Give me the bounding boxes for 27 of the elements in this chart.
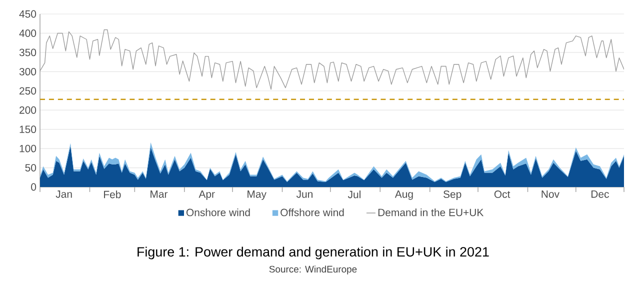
y-tick-label: 400	[19, 30, 36, 37]
y-tick-label: 100	[20, 144, 36, 152]
y-tick-label: 450	[19, 10, 36, 18]
x-tick-label: Feb	[104, 190, 121, 198]
x-tick-label: Jun	[296, 190, 312, 198]
y-tick-label: 300	[19, 68, 36, 76]
x-tick-label: Aug	[394, 190, 413, 200]
x-tick-label: Apr	[198, 190, 215, 200]
y-tick-label: 50	[25, 164, 36, 172]
x-tick-label: Nov	[542, 190, 560, 198]
y-tick-label: 350	[19, 48, 36, 56]
x-tick-label: Dec	[592, 190, 609, 198]
text: Figure 1: Power demand and generation in EU+UK in 2021	[138, 246, 489, 260]
source-note: Source: WindEurope	[269, 266, 357, 274]
x-tick-label: Jan	[56, 190, 72, 198]
y-tick-label: 150	[20, 126, 36, 134]
y-tick-label: 250	[20, 87, 36, 95]
x-tick-label: Mar	[150, 190, 168, 198]
legend-label: Offshore wind	[280, 208, 344, 216]
y-tick-label: 200	[20, 106, 36, 114]
x-tick-label: Oct	[494, 190, 510, 198]
x-tick-label: Jul	[348, 190, 360, 198]
legend-label: Onshore wind	[186, 208, 250, 216]
y-tick-label: 0	[31, 183, 36, 191]
x-tick-label: Sep	[444, 190, 462, 200]
x-tick-label: May	[248, 190, 266, 200]
legend-label: Demand in the EU+UK	[378, 208, 484, 216]
